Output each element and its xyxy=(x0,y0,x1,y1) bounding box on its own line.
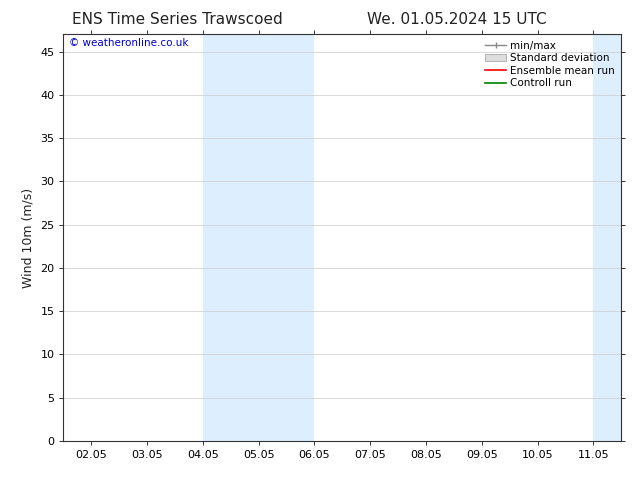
Text: We. 01.05.2024 15 UTC: We. 01.05.2024 15 UTC xyxy=(366,12,547,27)
Text: © weatheronline.co.uk: © weatheronline.co.uk xyxy=(69,38,188,49)
Bar xyxy=(203,34,314,441)
Legend: min/max, Standard deviation, Ensemble mean run, Controll run: min/max, Standard deviation, Ensemble me… xyxy=(482,37,618,92)
Bar xyxy=(593,34,627,441)
Text: ENS Time Series Trawscoed: ENS Time Series Trawscoed xyxy=(72,12,283,27)
Y-axis label: Wind 10m (m/s): Wind 10m (m/s) xyxy=(22,188,35,288)
